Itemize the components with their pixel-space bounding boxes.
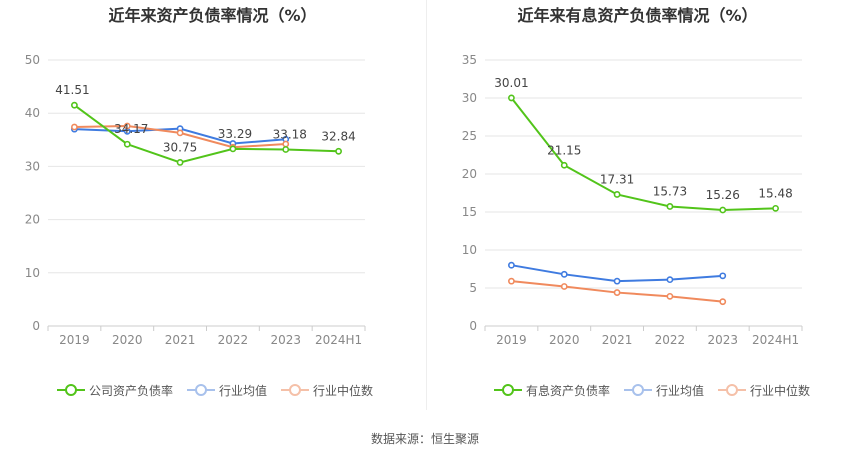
data-label: 15.73 [653,184,687,198]
legend-left: 公司资产负债率 行业均值 行业中位数 [57,381,387,399]
data-point [719,206,727,214]
data-label: 32.84 [321,129,355,143]
chart-title-right: 近年来有息资产负债率情况（%） [517,6,758,25]
data-label: 41.51 [55,83,89,97]
x-tick-label: 2024H1 [752,333,799,347]
data-point [508,261,515,269]
data-point [613,277,621,285]
legend-item-industry-median[interactable]: 行业中位数 [281,382,373,399]
legend-label: 有息资产负债率 [526,383,611,398]
legend-swatch-orange [281,383,310,397]
panel-divider [426,0,427,410]
y-tick-label: 15 [462,205,477,219]
data-point [666,203,674,210]
data-point [560,270,568,278]
data-point [613,289,621,296]
chart-title-left: 近年来资产负债率情况（%） [108,6,317,25]
y-tick-label: 20 [462,167,477,181]
data-point [71,101,78,109]
y-tick-label: 30 [462,91,477,105]
x-tick-label: 2023 [270,333,301,347]
legend-item-interest-debt-ratio[interactable]: 有息资产负债率 [494,382,610,399]
data-point [719,272,727,280]
y-tick-label: 10 [25,266,40,280]
x-tick-label: 2020 [549,333,580,347]
data-point [71,123,78,131]
data-label: 33.18 [273,127,307,141]
data-label: 17.31 [600,172,634,186]
data-point [123,122,131,130]
legend-swatch-blue [624,383,653,397]
data-label: 33.29 [218,127,252,141]
data-label: 15.26 [706,188,740,202]
data-point [176,129,184,137]
x-tick-label: 2023 [707,333,738,347]
legend-swatch-green [57,383,85,397]
data-point [229,145,237,153]
x-tick-label: 2022 [218,333,249,347]
x-tick-label: 2022 [655,333,686,347]
y-tick-label: 0 [469,319,477,333]
y-tick-label: 20 [25,213,40,227]
data-point [508,277,515,285]
x-tick-label: 2024H1 [315,333,362,347]
legend-label: 行业均值 [656,383,705,398]
x-tick-label: 2020 [112,333,143,347]
data-label: 30.01 [494,76,528,90]
legend-label: 行业均值 [219,383,268,398]
y-tick-label: 50 [25,53,40,67]
legend-item-industry-mean[interactable]: 行业均值 [624,382,704,399]
legend-label: 行业中位数 [313,383,374,398]
data-label: 15.48 [758,186,792,200]
data-point [560,283,568,290]
data-point [176,159,184,166]
legend-label: 公司资产负债率 [89,383,174,398]
legend-swatch-orange [718,383,747,397]
legend-label: 行业中位数 [750,383,811,398]
data-label: 30.75 [163,140,197,154]
y-tick-label: 0 [32,319,40,333]
legend-item-company-debt-ratio[interactable]: 公司资产负债率 [57,382,173,399]
data-point [282,146,290,153]
legend-item-industry-mean[interactable]: 行业均值 [187,382,267,399]
data-point [666,292,674,300]
legend-right: 有息资产负债率 行业均值 行业中位数 [494,381,824,399]
y-tick-label: 5 [469,281,477,295]
y-tick-label: 30 [25,159,40,173]
data-point [335,147,342,155]
y-tick-label: 10 [462,243,477,257]
data-label: 21.15 [547,143,581,157]
legend-swatch-blue [187,383,216,397]
y-tick-label: 40 [25,106,40,120]
data-point [560,161,568,169]
x-tick-label: 2019 [496,333,527,347]
data-point [508,94,515,102]
y-tick-label: 35 [462,53,477,67]
source-note: 数据来源：恒生聚源 [370,432,479,446]
data-point [719,298,727,306]
data-point [282,140,290,148]
y-tick-label: 25 [462,129,477,143]
legend-item-industry-median[interactable]: 行业中位数 [718,382,810,399]
data-point [666,276,674,284]
data-label: 34.17 [114,122,148,136]
series-line [73,104,339,164]
series-line [510,97,776,212]
x-tick-label: 2021 [165,333,196,347]
data-point [613,191,621,198]
legend-swatch-green [494,383,522,397]
x-tick-label: 2019 [59,333,90,347]
x-tick-label: 2021 [602,333,633,347]
data-point [123,140,131,148]
data-point [772,204,779,212]
